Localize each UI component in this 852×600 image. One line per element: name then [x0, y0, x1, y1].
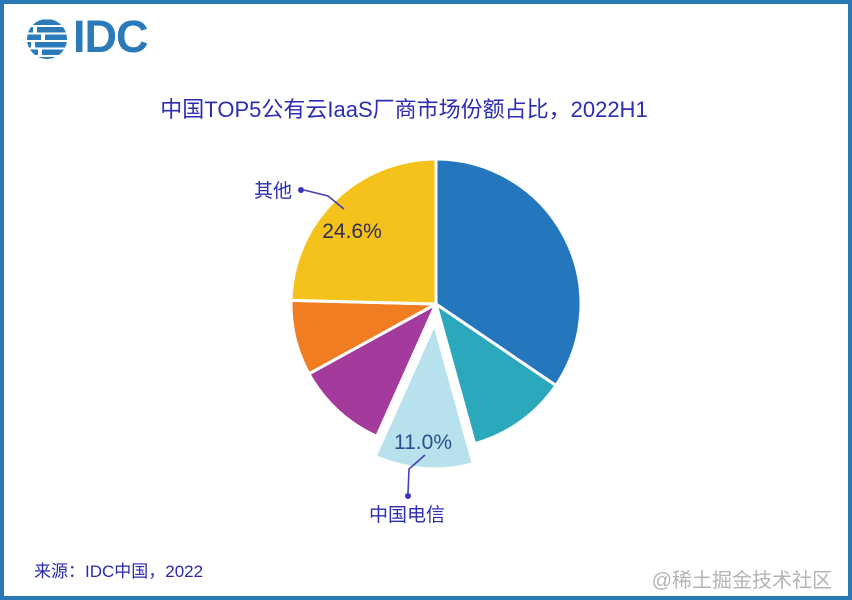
source-note: 来源：IDC中国，2022: [34, 562, 204, 581]
idc-logo-text: IDC: [73, 11, 148, 62]
other-slice-label: 其他: [254, 180, 292, 202]
pie-slice-5: [289, 157, 438, 306]
pie-slice-1: [434, 302, 558, 446]
chart-title: 中国TOP5公有云IaaS厂商市场份额占比，2022H1: [160, 97, 648, 122]
telecom-slice-label: 中国电信: [369, 504, 445, 526]
other-leader-dot: [298, 187, 304, 193]
telecom-value-label: 11.0%: [394, 431, 452, 454]
idc-logo: IDC: [26, 14, 148, 60]
watermark: @稀土掘金技术社区: [651, 570, 832, 592]
pie-slices: [289, 157, 583, 471]
telecom-leader-dot: [405, 493, 411, 499]
pie-slice-2: [373, 322, 475, 471]
other-value-label: 24.6%: [322, 220, 382, 243]
telecom-leader-line: [407, 454, 426, 494]
pie-slice-3: [307, 302, 438, 438]
pie-chart: 其他 24.6% 11.0% 中国电信: [254, 157, 583, 526]
other-leader-line: [303, 189, 345, 210]
idc-globe-icon: [27, 19, 67, 59]
pie-slice-0: [434, 157, 583, 387]
